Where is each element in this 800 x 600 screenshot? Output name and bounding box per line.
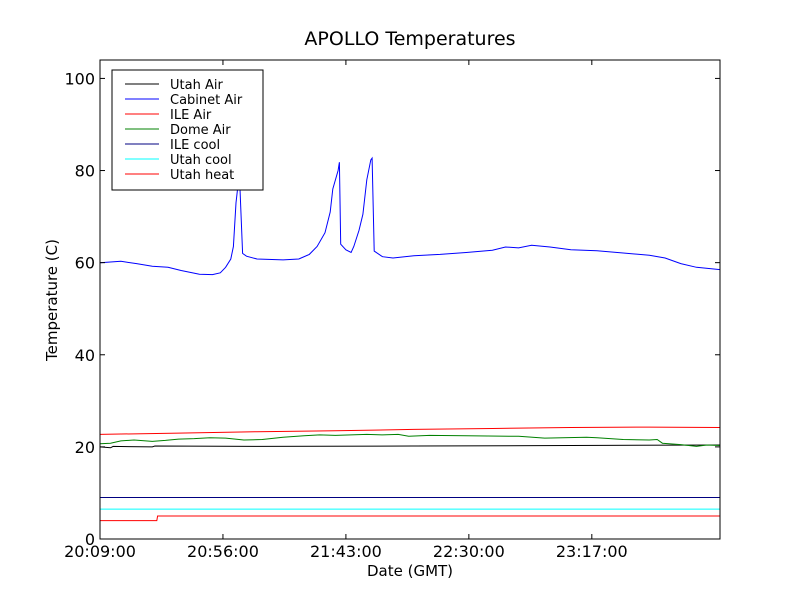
series-line-dome-air	[100, 434, 720, 446]
y-tick-label: 80	[75, 162, 95, 181]
series-line-utah-heat	[100, 516, 720, 521]
legend-label: Utah Air	[170, 78, 223, 93]
legend-label: Utah cool	[170, 153, 232, 168]
y-tick-label: 60	[75, 254, 95, 273]
y-axis-label: Temperature (C)	[43, 239, 61, 362]
temperature-chart: APOLLO Temperatures 02040608010020:09:00…	[0, 0, 800, 600]
y-tick-label: 20	[75, 438, 95, 457]
legend-label: Cabinet Air	[170, 93, 243, 108]
x-tick-label: 21:43:00	[310, 542, 382, 561]
series-line-utah-air	[100, 445, 720, 448]
series-line-ile-air	[100, 427, 720, 434]
x-tick-label: 20:56:00	[187, 542, 259, 561]
y-tick-label: 100	[64, 69, 95, 88]
legend-label: Utah heat	[170, 168, 234, 183]
x-tick-label: 20:09:00	[64, 542, 136, 561]
legend-label: Dome Air	[170, 123, 231, 138]
legend-label: ILE Air	[170, 108, 212, 123]
plot-series	[100, 158, 720, 520]
x-tick-label: 23:17:00	[556, 542, 628, 561]
x-axis-label: Date (GMT)	[367, 562, 453, 580]
y-tick-label: 40	[75, 346, 95, 365]
x-tick-label: 22:30:00	[433, 542, 505, 561]
legend-label: ILE cool	[170, 138, 220, 153]
chart-title: APOLLO Temperatures	[304, 28, 515, 50]
